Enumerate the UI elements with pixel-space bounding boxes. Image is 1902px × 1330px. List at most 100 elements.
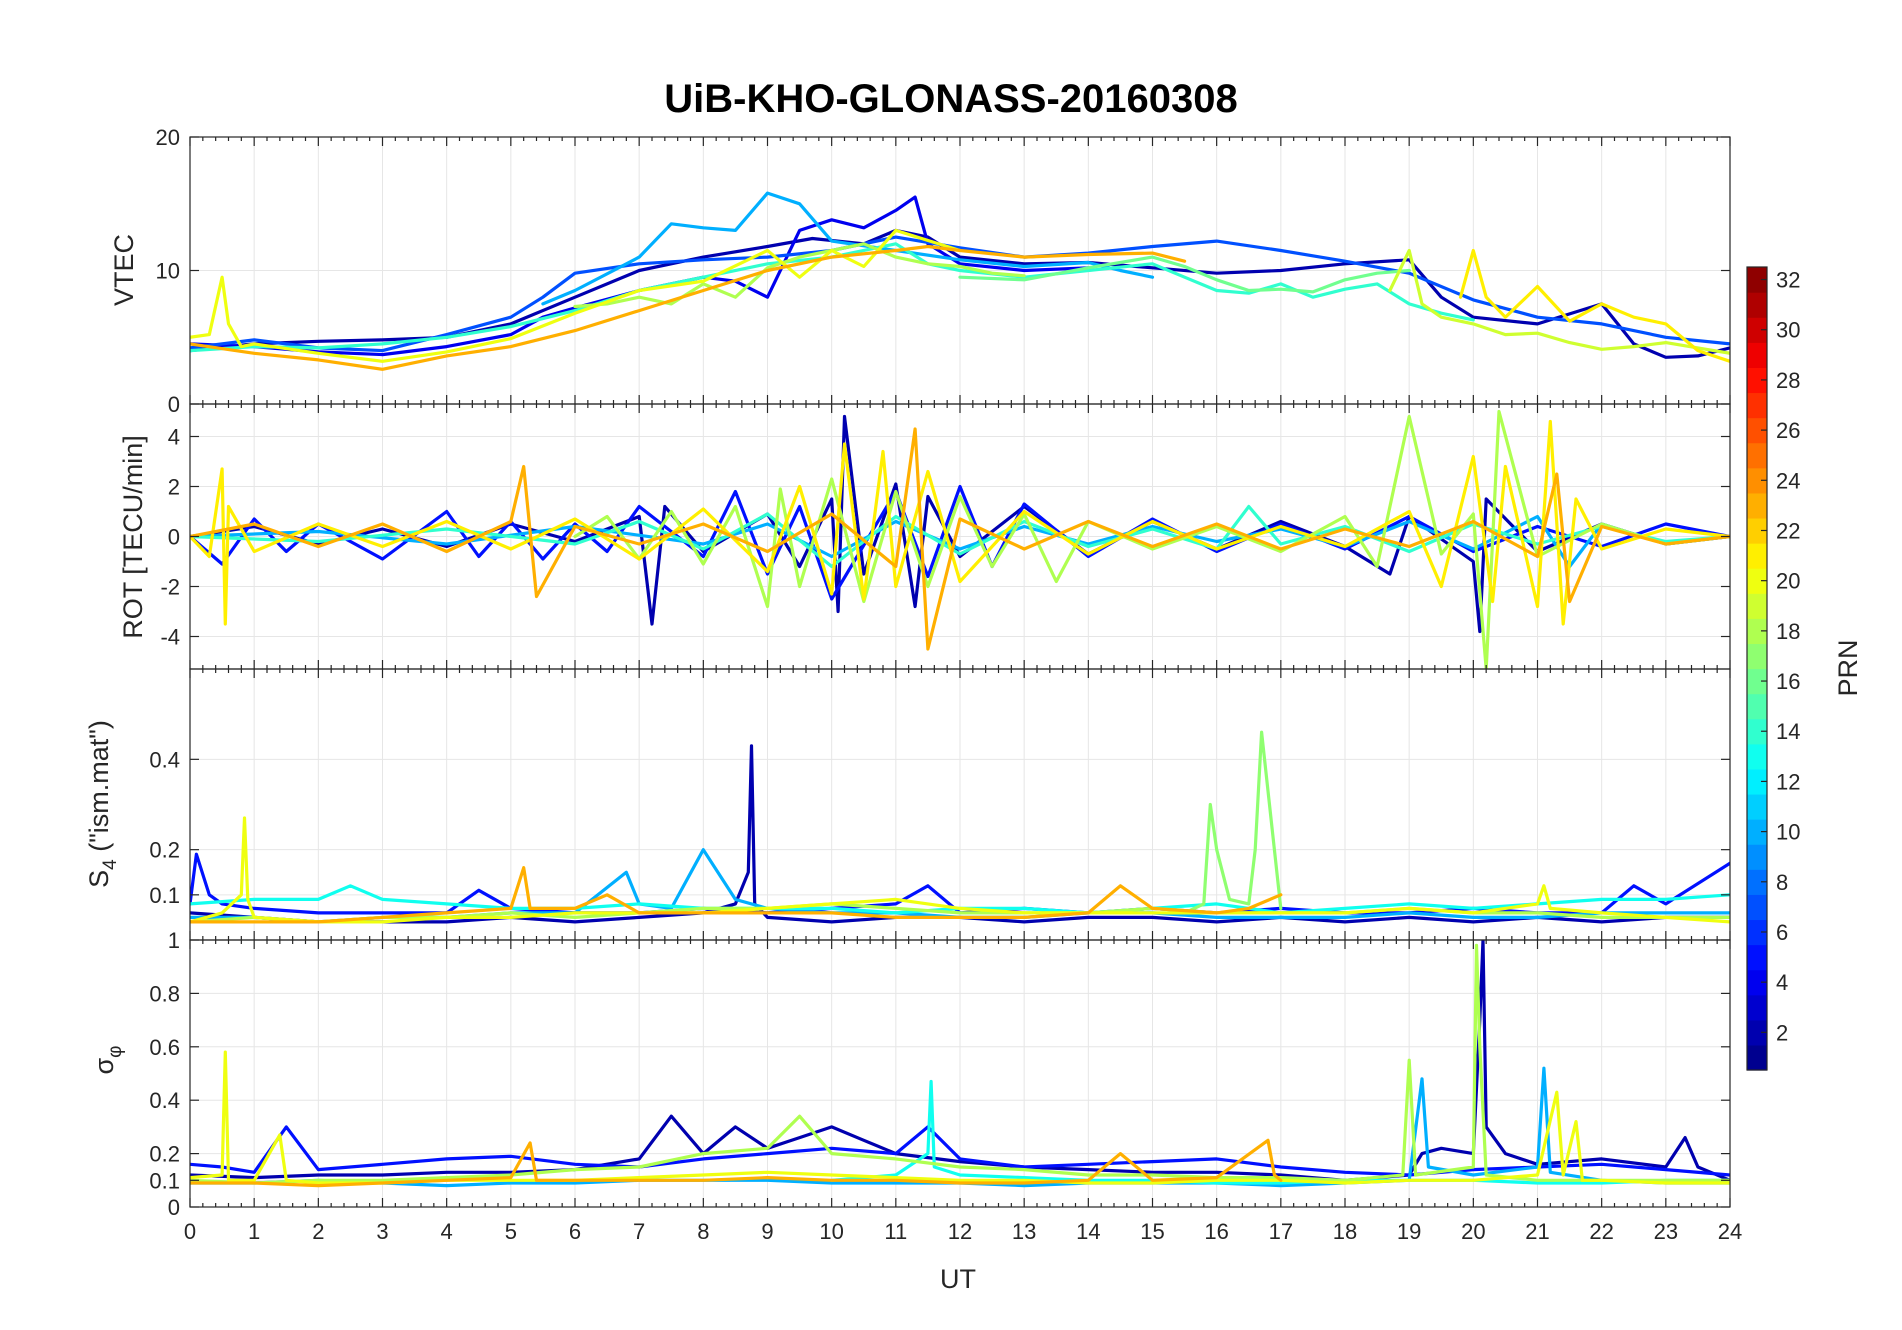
colorbar-swatch (1747, 442, 1767, 469)
colorbar-swatch (1747, 267, 1767, 293)
colorbar-swatch (1747, 969, 1767, 996)
x-tick-label: 2 (312, 1219, 324, 1244)
series-prn-23 (190, 244, 1187, 371)
series-prn-20 (190, 228, 962, 363)
colorbar-tick-label: 14 (1776, 719, 1800, 744)
y-tick-label: 0.1 (149, 883, 180, 908)
colorbar-tick-label: 28 (1776, 368, 1800, 393)
series-prn-17 (1182, 730, 1283, 915)
colorbar-swatch (1747, 819, 1767, 845)
colorbar-tick-label: 32 (1776, 268, 1800, 293)
colorbar-swatch (1747, 668, 1767, 695)
x-tick-label: 24 (1718, 1219, 1742, 1244)
series-prn-2 (190, 414, 1730, 634)
panel-vtec: 0 10 20 VTEC (109, 125, 1731, 417)
x-tick-label: 18 (1333, 1219, 1357, 1244)
y-tick-label: 0.1 (149, 1168, 180, 1193)
colorbar-tick-label: 24 (1776, 468, 1800, 493)
colorbar-swatch (1747, 367, 1767, 394)
x-tick-label: 22 (1589, 1219, 1613, 1244)
colorbar-swatch (1747, 492, 1767, 519)
series-prn-16 (958, 255, 1411, 294)
series-prn-20 (190, 816, 1730, 924)
y-tick-label: 1 (168, 928, 180, 953)
x-tick-label: 23 (1654, 1219, 1678, 1244)
y-tick-label: 4 (168, 425, 180, 450)
colorbar-swatch (1747, 944, 1767, 971)
colorbar-tick-label: 4 (1776, 970, 1788, 995)
x-tick-label: 21 (1525, 1219, 1549, 1244)
x-tick-label: 20 (1461, 1219, 1485, 1244)
y-tick-label: 0.6 (149, 1035, 180, 1060)
x-tick-label: 5 (505, 1219, 517, 1244)
colorbar-swatch (1747, 543, 1767, 569)
y-axis-label-sigma: σφ (89, 1046, 126, 1075)
colorbar-swatch (1747, 693, 1767, 720)
colorbar-label: PRN (1833, 639, 1863, 696)
colorbar-swatch (1747, 844, 1767, 870)
series-prn-20 (190, 1050, 1730, 1185)
colorbar-tick-label: 12 (1776, 769, 1800, 794)
x-tick-label: 10 (819, 1219, 843, 1244)
colorbar-swatch (1747, 718, 1767, 745)
colorbar-tick-label: 2 (1776, 1020, 1788, 1045)
colorbar-swatch (1747, 593, 1767, 619)
y-tick-label: 10 (156, 259, 180, 284)
x-tick-label: 4 (441, 1219, 453, 1244)
y-tick-label: 2 (168, 475, 180, 500)
x-tick-label: 14 (1076, 1219, 1100, 1244)
colorbar-tick-label: 16 (1776, 669, 1800, 694)
y-tick-label: 0.2 (149, 838, 180, 863)
colorbar-tick-label: 18 (1776, 619, 1800, 644)
colorbar-swatch (1747, 568, 1767, 594)
colorbar-swatch (1747, 317, 1767, 343)
panel-s4: 0.1 0.2 0.4 S4 ("ism.mat") (84, 668, 1731, 941)
series-prn-14 (190, 242, 1475, 353)
colorbar-swatch (1747, 869, 1767, 895)
y-tick-label: 0 (168, 392, 180, 417)
y-tick-label: 20 (156, 125, 180, 150)
colorbar-swatch (1747, 768, 1767, 795)
y-tick-label: 0.8 (149, 981, 180, 1006)
colorbar-swatch (1747, 643, 1767, 670)
colorbar-swatch (1747, 793, 1767, 820)
colorbar-swatch (1747, 919, 1767, 946)
x-tick-label: 11 (884, 1219, 907, 1244)
y-tick-label: 0 (168, 1195, 180, 1220)
series-prn-19 (1388, 248, 1730, 355)
series-group (190, 730, 1730, 924)
series-group (190, 191, 1730, 371)
x-tick-label: 15 (1140, 1219, 1164, 1244)
y-tick-label: 0.2 (149, 1142, 180, 1167)
x-axis-label: UT (940, 1264, 976, 1294)
colorbar-tick-label: 26 (1776, 418, 1800, 443)
series-prn-18 (573, 242, 1026, 309)
y-tick-label: 0.4 (149, 747, 180, 772)
colorbar-swatch (1747, 618, 1767, 645)
colorbar-tick-label: 30 (1776, 318, 1800, 343)
x-tick-label: 19 (1397, 1219, 1421, 1244)
colorbar-swatch (1747, 517, 1767, 544)
colorbar-swatch (1747, 292, 1767, 318)
series-group (190, 409, 1730, 669)
series-prn-10 (541, 191, 1155, 306)
series-prn-23 (190, 1138, 1283, 1188)
colorbar-tick-label: 8 (1776, 870, 1788, 895)
colorbar-swatch (1747, 342, 1767, 368)
y-tick-label: -2 (160, 575, 180, 600)
x-tick-label: 0 (184, 1219, 196, 1244)
series-prn-23 (190, 427, 1730, 651)
panel-rot: -4 -2 0 2 4 ROT [TECU/min] (118, 403, 1731, 670)
y-tick-label: 0.4 (149, 1088, 180, 1113)
series-prn-18 (573, 409, 1730, 669)
x-tick-label: 17 (1269, 1219, 1293, 1244)
colorbar-swatch (1747, 1019, 1767, 1046)
y-axis-label-vtec: VTEC (109, 234, 139, 306)
y-axis-label-s4: S4 ("ism.mat") (84, 720, 121, 888)
x-tick-label: 16 (1204, 1219, 1228, 1244)
colorbar-tick-label: 6 (1776, 920, 1788, 945)
colorbar-frame (1746, 266, 1768, 1071)
series-prn-2 (190, 228, 1730, 359)
